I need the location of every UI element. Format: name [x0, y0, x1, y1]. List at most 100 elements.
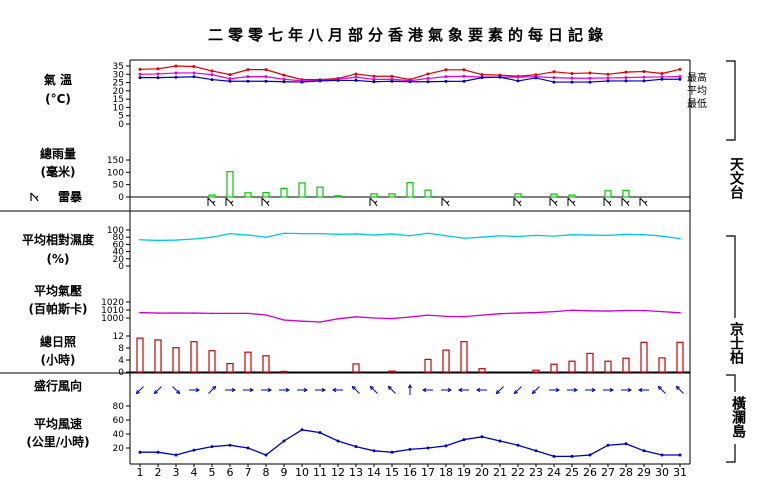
- x-tick-label: 18: [439, 466, 453, 479]
- temp-point-mean: [282, 77, 286, 81]
- label-wspd: 平均風速: [34, 416, 82, 431]
- rain-bar: [208, 194, 216, 198]
- sun-bar: [586, 352, 594, 373]
- pres-point: [427, 314, 429, 316]
- temp-point-mean: [606, 76, 610, 80]
- sun-bar: [226, 363, 234, 373]
- temp-point-min: [390, 79, 394, 83]
- rh-point: [229, 232, 231, 235]
- temp-point-max: [606, 72, 610, 76]
- wspd-point: [282, 439, 286, 443]
- temp-point-min: [642, 79, 646, 83]
- rh-point: [355, 233, 357, 235]
- rain-bar: [334, 195, 342, 198]
- wind-direction-arrow: [549, 387, 561, 393]
- temp-point-mean: [354, 75, 358, 79]
- temp-point-max: [246, 68, 250, 72]
- wspd-point: [426, 446, 430, 450]
- rh-point: [589, 234, 591, 236]
- temp-point-max: [552, 70, 556, 74]
- thunder-icon: [225, 197, 234, 207]
- rh-point: [553, 235, 555, 237]
- pres-axis-tick-label: 1010: [101, 306, 124, 316]
- wspd-point: [444, 444, 448, 448]
- rh-point: [427, 232, 429, 235]
- x-tick-label: 9: [281, 466, 288, 479]
- wspd-axis-tick-label: 60: [113, 416, 125, 426]
- sun-bar: [352, 363, 360, 373]
- rain-bar: [424, 189, 432, 198]
- sun-bar: [622, 357, 630, 373]
- thunder-icon: [441, 197, 450, 207]
- pres-point: [229, 312, 231, 315]
- pres-point: [283, 319, 285, 321]
- pres-point: [661, 310, 663, 313]
- temp-point-max: [210, 69, 214, 73]
- x-tick-label: 29: [637, 466, 651, 479]
- label-sun-unit: (小時): [41, 352, 76, 367]
- station-kp: 京士柏: [728, 321, 744, 365]
- x-tick-label: 8: [263, 466, 270, 479]
- temp-point-mean: [462, 74, 466, 78]
- x-tick-label: 31: [673, 466, 687, 479]
- rh-point: [643, 233, 645, 236]
- wind-direction-arrow: [621, 387, 633, 393]
- wspd-point: [516, 443, 520, 447]
- thunder-legend-icon: [30, 192, 39, 202]
- pres-point: [517, 312, 519, 314]
- sun-axis-tick-label: 12: [113, 332, 124, 342]
- temp-point-max: [138, 67, 142, 71]
- sun-bar: [280, 370, 288, 373]
- station-label-bg: [726, 318, 748, 366]
- sun-bar: [388, 370, 396, 373]
- temp-point-mean: [678, 74, 682, 78]
- rain-bar: [568, 194, 576, 198]
- temp-point-min: [174, 75, 178, 79]
- sun-bar: [532, 369, 540, 373]
- wspd-axis-tick-label: 40: [113, 430, 125, 440]
- rain-axis-tick-label: 100: [107, 168, 124, 178]
- temp-point-min: [354, 78, 358, 82]
- wind-direction-arrow: [513, 386, 522, 395]
- temp-point-min: [138, 76, 142, 80]
- wind-direction-arrow: [189, 387, 201, 393]
- legend-min: 最低: [687, 97, 707, 110]
- sun-axis-tick-label: 0: [118, 368, 124, 378]
- wspd-point: [498, 439, 502, 443]
- pres-point: [589, 310, 591, 312]
- rh-point: [391, 233, 393, 235]
- wspd-point: [318, 431, 322, 435]
- temp-axis-tick-label: 5: [118, 112, 124, 122]
- sun-bar: [478, 368, 486, 373]
- rh-point: [265, 236, 267, 238]
- wind-direction-arrow: [407, 383, 413, 395]
- x-tick-label: 21: [493, 466, 507, 479]
- rh-point: [139, 238, 141, 241]
- pres-point: [499, 312, 501, 315]
- rh-point: [499, 234, 501, 237]
- pres-point: [481, 314, 483, 316]
- wspd-point: [246, 446, 250, 450]
- rh-point: [157, 239, 159, 242]
- pres-point: [553, 310, 555, 313]
- sun-bar: [568, 360, 576, 373]
- wind-direction-arrow: [297, 387, 309, 393]
- pres-point: [643, 309, 645, 312]
- pres-point: [139, 311, 141, 314]
- temp-point-max: [390, 74, 394, 78]
- rh-point: [661, 235, 663, 237]
- wspd-axis-tick-label: 20: [113, 444, 125, 454]
- temp-axis-tick-label: 0: [118, 120, 124, 130]
- rh-point: [319, 232, 321, 235]
- temp-point-mean: [210, 73, 214, 77]
- wind-direction-arrow: [261, 387, 273, 393]
- wspd-axis-tick-label: 80: [113, 402, 125, 412]
- x-tick-label: 11: [313, 466, 327, 479]
- temp-point-max: [426, 72, 430, 76]
- wind-direction-arrow: [172, 386, 181, 395]
- rain-bar: [604, 190, 612, 198]
- temp-axis-tick-label: 35: [113, 62, 124, 72]
- wind-direction-arrow: [585, 387, 597, 393]
- pres-point: [625, 309, 627, 312]
- wspd-point: [228, 443, 232, 447]
